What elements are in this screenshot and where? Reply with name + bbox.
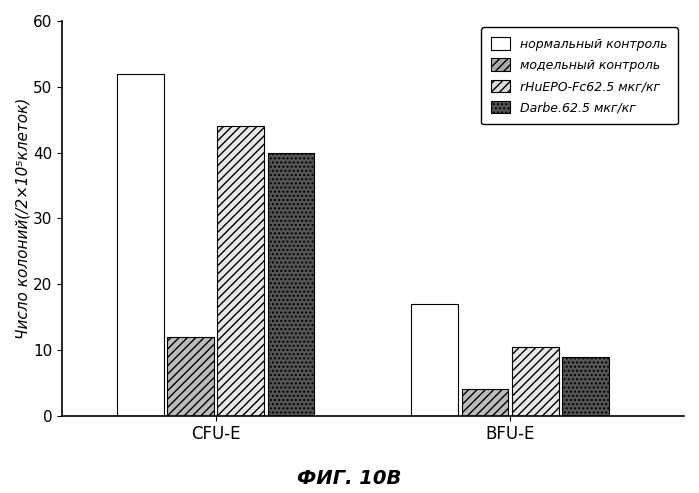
Text: ФИГ. 10В: ФИГ. 10В <box>297 469 402 488</box>
Bar <box>117 73 164 416</box>
Bar <box>512 347 559 416</box>
Bar <box>217 126 264 416</box>
Bar <box>461 389 508 416</box>
Y-axis label: Число колоний(/2×10⁵клеток): Число колоний(/2×10⁵клеток) <box>15 98 30 339</box>
Bar <box>268 153 315 416</box>
Legend: нормальный контроль, модельный контроль, rHuEPO-Fc62.5 мкг/кг, Darbe.62.5 мкг/кг: нормальный контроль, модельный контроль,… <box>482 27 678 124</box>
Bar <box>562 356 609 416</box>
Bar <box>167 337 214 416</box>
Bar <box>412 304 459 416</box>
